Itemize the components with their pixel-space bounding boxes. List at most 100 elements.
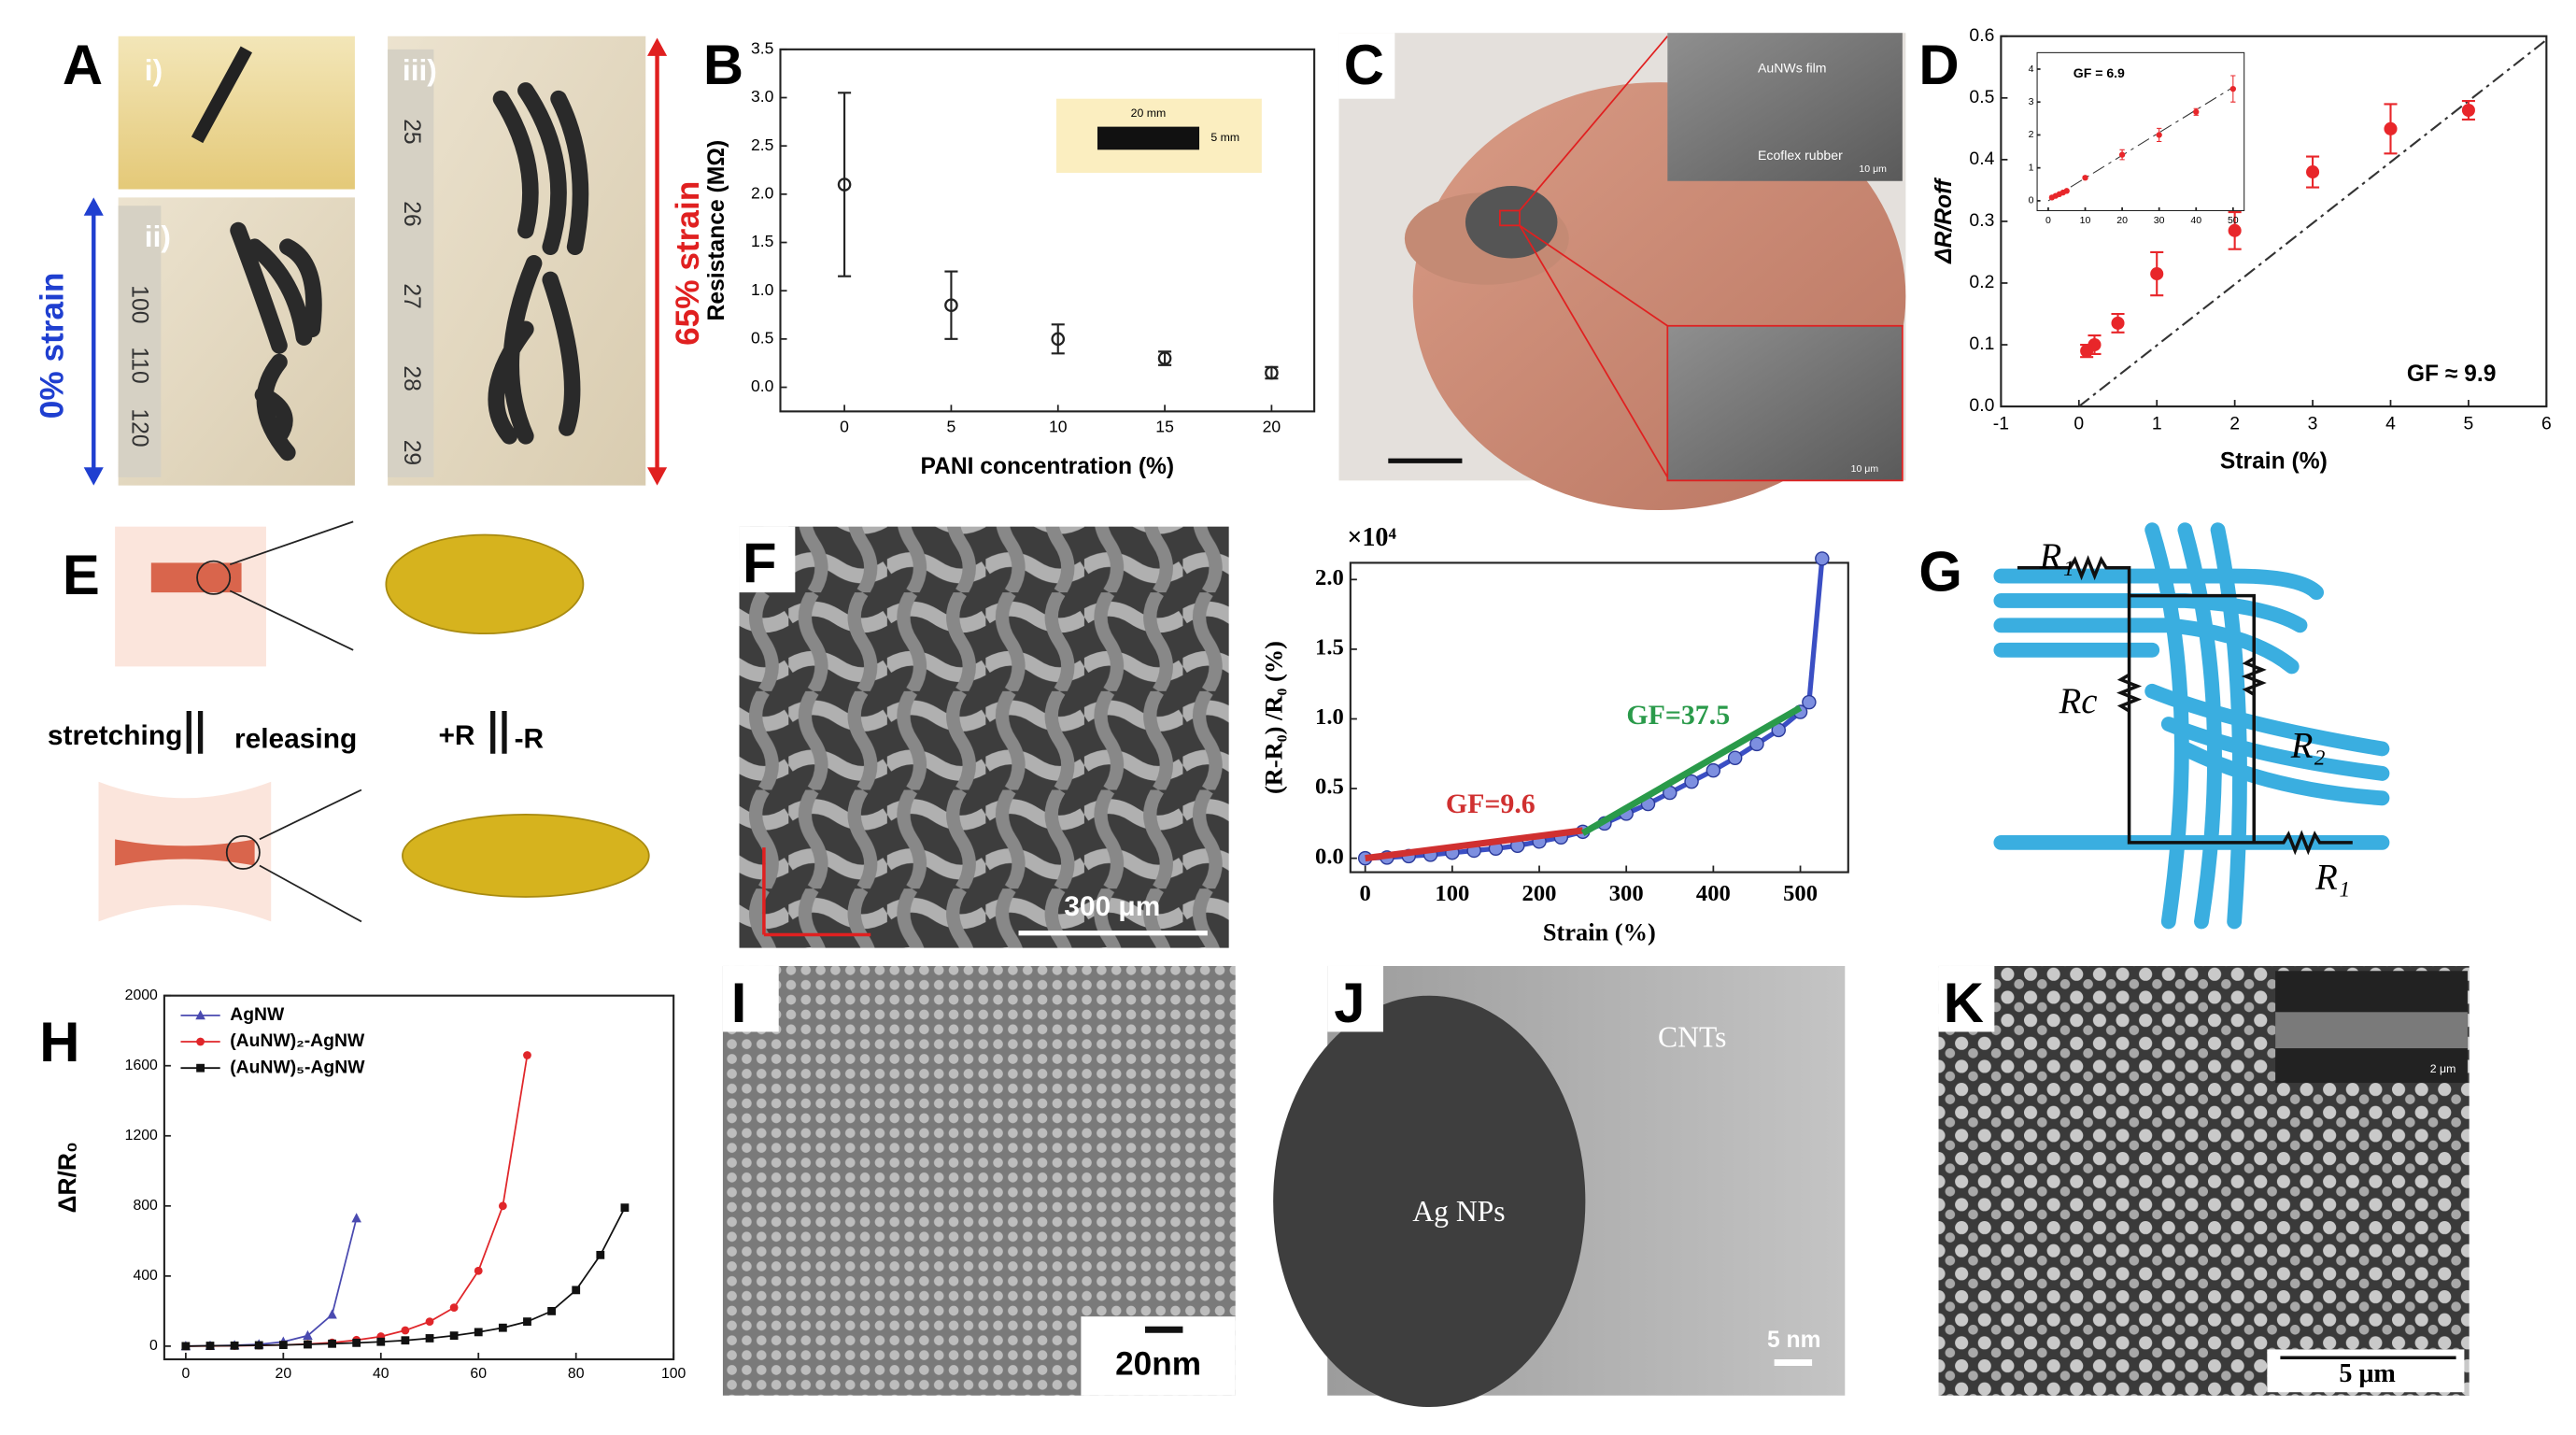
y-tick-label: 2.0: [751, 184, 774, 203]
nanowire-network: [385, 533, 650, 898]
circuit: [2017, 555, 2353, 856]
point: [351, 1213, 361, 1223]
y-tick-label: 1600: [125, 1058, 158, 1073]
x-tick-label: 50: [2228, 215, 2239, 226]
x-tick-label: 80: [568, 1366, 585, 1382]
point: [401, 1326, 410, 1335]
point: [181, 1342, 191, 1351]
y-tick-label: 0.3: [1969, 210, 1994, 231]
y-tick-label: 0.6: [1969, 25, 1994, 46]
ruler-number: 28: [399, 365, 424, 391]
point: [327, 1309, 337, 1319]
region-label: CNTs: [1658, 1020, 1726, 1053]
scale-label: 300 μm: [1064, 891, 1160, 922]
point: [2150, 267, 2164, 281]
series-line: [185, 1055, 529, 1347]
ruler: [118, 206, 162, 477]
y-tick-label: 1.5: [1315, 635, 1344, 661]
point: [2193, 108, 2200, 115]
error-bar: [1051, 323, 1065, 355]
label-box: [1327, 965, 1384, 1032]
point: [1749, 736, 1764, 752]
ruler-number: 29: [399, 440, 424, 465]
y-tick-label: 3.0: [751, 87, 774, 106]
process-label: releasing: [234, 724, 357, 755]
point: [304, 1340, 312, 1349]
x-tick-label: 10: [2080, 215, 2091, 226]
point: [2063, 188, 2070, 194]
zoom-line: [259, 789, 362, 923]
panel-label: H: [39, 1011, 79, 1073]
ruler-number: 110: [126, 347, 151, 383]
panel-label: B: [703, 34, 743, 96]
point: [2118, 151, 2126, 158]
dimension-label: 5 mm: [1210, 131, 1239, 144]
y-tick-label: 0.5: [751, 329, 774, 348]
panel-label: I: [731, 972, 747, 1034]
panel-label: D: [1918, 34, 1959, 96]
point: [205, 1342, 215, 1350]
point: [254, 1341, 263, 1350]
ruler: [388, 49, 434, 477]
zoom-line: [229, 520, 354, 651]
x-axis-label: Strain (%): [1543, 918, 1656, 946]
subpanel-label: ii): [145, 220, 171, 253]
panel-label: K: [1944, 972, 1984, 1034]
y-tick-label: 2.0: [1315, 565, 1344, 590]
x-tick-label: -1: [1993, 414, 2009, 434]
resistor-label: R₁: [2314, 857, 2350, 897]
ruler-number: 27: [399, 283, 424, 308]
scale-label: 10 μm: [1859, 163, 1887, 175]
point: [278, 1341, 288, 1349]
point: [2229, 85, 2236, 92]
y-tick-label: 3: [2029, 96, 2034, 107]
x-tick-label: 60: [470, 1366, 487, 1382]
point: [596, 1250, 605, 1259]
x-tick-label: 3: [2308, 414, 2318, 434]
fit-line: [2047, 86, 2234, 202]
resistor-label: Rc: [2059, 681, 2098, 721]
series-line: [1365, 558, 1825, 861]
panel-e: stretching releasing +R -R: [48, 520, 650, 923]
scale-label: 5 μm: [2339, 1359, 2396, 1388]
point: [1727, 750, 1743, 766]
y-tick-label: 3.5: [751, 38, 774, 57]
error-bar: [944, 270, 958, 340]
annotation: GF ≈ 9.9: [2407, 362, 2497, 387]
point: [1051, 332, 1066, 347]
subpanel-label: i): [145, 53, 163, 87]
zoom-circle: [225, 834, 261, 870]
strain-label: 0% strain: [34, 273, 70, 419]
series-line: [185, 1207, 626, 1347]
panel-label: J: [1334, 972, 1365, 1034]
point: [1802, 694, 1817, 710]
series-line: [185, 1217, 358, 1347]
label-box: [722, 965, 779, 1032]
y-tick-label: 0.0: [1969, 395, 1994, 416]
sem-inset: [1667, 33, 1903, 181]
fibers: [1993, 522, 2390, 930]
zoom-circle: [196, 560, 232, 595]
point: [1157, 351, 1172, 365]
y-tick-label: 0.2: [1969, 272, 1994, 292]
panel-g: R₁ Rc R₂ R₁: [1993, 522, 2390, 930]
error-bar: [838, 92, 852, 277]
point: [425, 1317, 434, 1327]
x-tick-label: 100: [661, 1366, 686, 1382]
point: [498, 1201, 507, 1211]
x-tick-label: 6: [2541, 414, 2552, 434]
x-tick-label: 10: [1049, 418, 1068, 436]
legend-label: (AuNW)₂-AgNW: [230, 1030, 365, 1051]
point: [376, 1337, 386, 1346]
arrows: [490, 710, 507, 754]
legend-marker: [196, 1037, 205, 1046]
inset-label: Ecoflex rubber: [1758, 148, 1843, 163]
nanoparticle: [1273, 995, 1586, 1408]
point: [1684, 774, 1699, 789]
y-tick-label: 0.0: [751, 377, 774, 395]
fit-line: [2078, 38, 2547, 407]
point: [449, 1303, 459, 1313]
panel-label: A: [63, 34, 103, 96]
x-tick-label: 5: [2464, 414, 2474, 434]
